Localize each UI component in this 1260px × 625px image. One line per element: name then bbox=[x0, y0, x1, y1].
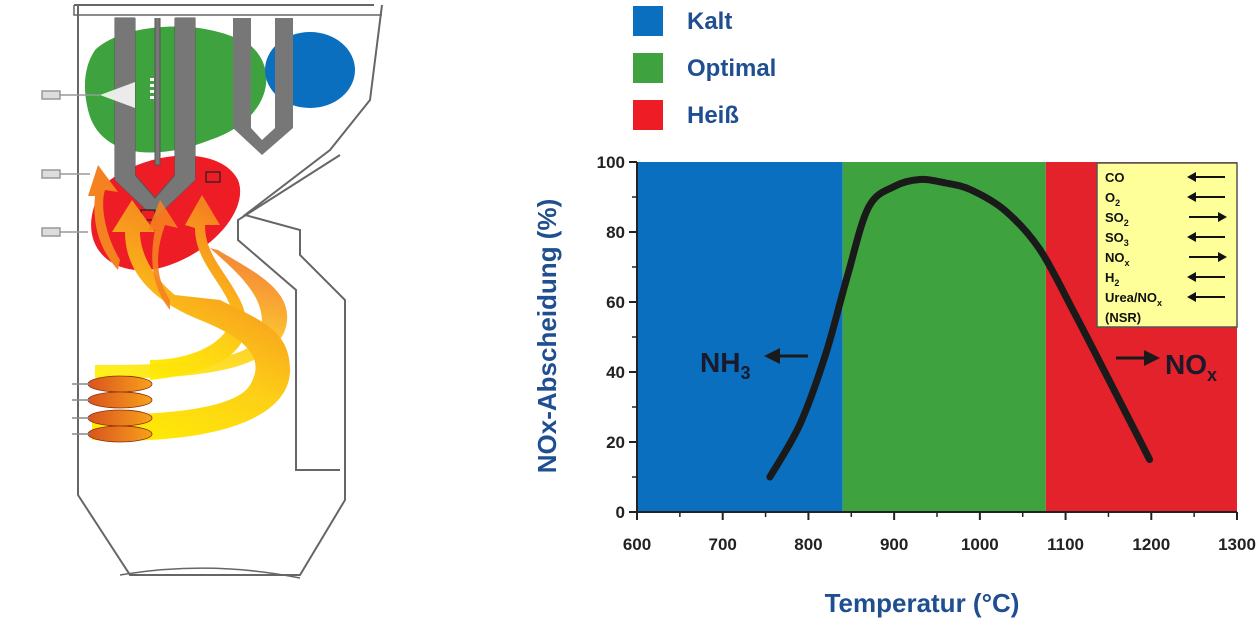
x-tick-label: 1000 bbox=[961, 535, 999, 554]
legend-label: Kalt bbox=[687, 8, 733, 35]
arrow-right-icon bbox=[1218, 212, 1227, 222]
y-tick-label: 100 bbox=[597, 153, 625, 172]
y-tick-label: 80 bbox=[606, 223, 625, 242]
legend-swatch bbox=[633, 6, 663, 36]
legend-label: Optimal bbox=[687, 55, 777, 82]
legend-label: Heiß bbox=[687, 102, 740, 129]
arrow-left-icon bbox=[1187, 172, 1196, 182]
effect-label: NOx bbox=[1105, 250, 1130, 268]
arrow-left-icon bbox=[1187, 192, 1196, 202]
y-tick-label: 60 bbox=[606, 293, 625, 312]
effect-label: H2 bbox=[1105, 270, 1119, 288]
legend-item-kalt: Kalt bbox=[633, 6, 893, 36]
effects-box: CO O2 SO2 SO3 NOx H2 Urea/NOx (NSR) bbox=[1096, 162, 1238, 328]
region-kalt bbox=[637, 162, 843, 512]
x-tick-label: 700 bbox=[709, 535, 737, 554]
legend-item-optimal: Optimal bbox=[633, 53, 893, 83]
arrow-left-icon bbox=[1187, 232, 1196, 242]
nox-annotation: NOx bbox=[1165, 349, 1217, 385]
y-tick-label: 40 bbox=[606, 363, 625, 382]
left-arrow-icon bbox=[764, 348, 780, 364]
arrow-left-icon bbox=[1187, 272, 1196, 282]
nox-removal-curve bbox=[766, 175, 1154, 481]
legend-swatch bbox=[633, 53, 663, 83]
arrow-right-icon bbox=[1218, 252, 1227, 262]
effect-label: SO3 bbox=[1105, 230, 1129, 248]
effect-label: Urea/NOx bbox=[1105, 290, 1162, 308]
x-tick-label: 900 bbox=[880, 535, 908, 554]
boiler-illustration bbox=[41, 4, 383, 579]
effect-label: (NSR) bbox=[1105, 310, 1141, 325]
x-tick-label: 1300 bbox=[1218, 535, 1256, 554]
legend-swatch bbox=[633, 100, 663, 130]
nox-removal-chart: 600 700 800 900 1000 1100 1200 1300 0 20 40 60 80 100… bbox=[532, 153, 1256, 618]
region-optimal bbox=[842, 162, 1046, 512]
x-tick-label: 1100 bbox=[1047, 535, 1084, 554]
effect-label: CO bbox=[1105, 170, 1125, 185]
nh3-annotation: NH3 bbox=[700, 347, 750, 383]
effects-box-background bbox=[1096, 162, 1238, 328]
right-arrow-icon bbox=[1144, 350, 1160, 366]
y-tick-label: 20 bbox=[606, 433, 625, 452]
effect-label: O2 bbox=[1105, 190, 1120, 208]
x-tick-label: 1200 bbox=[1132, 535, 1170, 554]
effect-label: SO2 bbox=[1105, 210, 1129, 228]
axes: 600 700 800 900 1000 1100 1200 1300 0 20 40 60 80 100 bbox=[597, 153, 1256, 554]
legend-item-heiss: Heiß bbox=[633, 100, 893, 130]
y-axis-label: NOx-Abscheidung (%) bbox=[532, 199, 562, 473]
arrow-left-icon bbox=[1187, 292, 1196, 302]
x-tick-label: 600 bbox=[623, 535, 651, 554]
x-tick-label: 800 bbox=[794, 535, 822, 554]
y-tick-label: 0 bbox=[616, 503, 625, 522]
annotations: NH3 NOx bbox=[700, 347, 1217, 385]
x-axis-label: Temperatur (°C) bbox=[825, 588, 1020, 618]
